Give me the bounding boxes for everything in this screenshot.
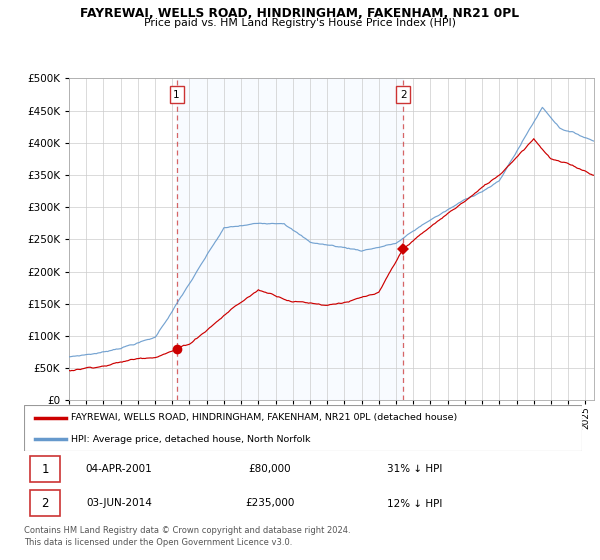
Text: Contains HM Land Registry data © Crown copyright and database right 2024.: Contains HM Land Registry data © Crown c… (24, 526, 350, 535)
Text: £80,000: £80,000 (248, 464, 291, 474)
Text: This data is licensed under the Open Government Licence v3.0.: This data is licensed under the Open Gov… (24, 538, 292, 547)
Text: 04-APR-2001: 04-APR-2001 (85, 464, 152, 474)
Text: £235,000: £235,000 (245, 498, 294, 508)
Text: 2: 2 (41, 497, 49, 510)
Text: 03-JUN-2014: 03-JUN-2014 (86, 498, 152, 508)
Text: HPI: Average price, detached house, North Norfolk: HPI: Average price, detached house, Nort… (71, 435, 311, 444)
Text: 2: 2 (400, 90, 407, 100)
Text: Price paid vs. HM Land Registry's House Price Index (HPI): Price paid vs. HM Land Registry's House … (144, 18, 456, 29)
Bar (29, 456, 60, 482)
Text: FAYREWAI, WELLS ROAD, HINDRINGHAM, FAKENHAM, NR21 0PL: FAYREWAI, WELLS ROAD, HINDRINGHAM, FAKEN… (80, 7, 520, 20)
Text: 12% ↓ HPI: 12% ↓ HPI (387, 498, 442, 508)
Bar (29, 491, 60, 516)
Text: 1: 1 (173, 90, 180, 100)
Text: 1: 1 (41, 463, 49, 476)
Text: 31% ↓ HPI: 31% ↓ HPI (387, 464, 442, 474)
Bar (176, 78, 403, 400)
Text: FAYREWAI, WELLS ROAD, HINDRINGHAM, FAKENHAM, NR21 0PL (detached house): FAYREWAI, WELLS ROAD, HINDRINGHAM, FAKEN… (71, 413, 458, 422)
